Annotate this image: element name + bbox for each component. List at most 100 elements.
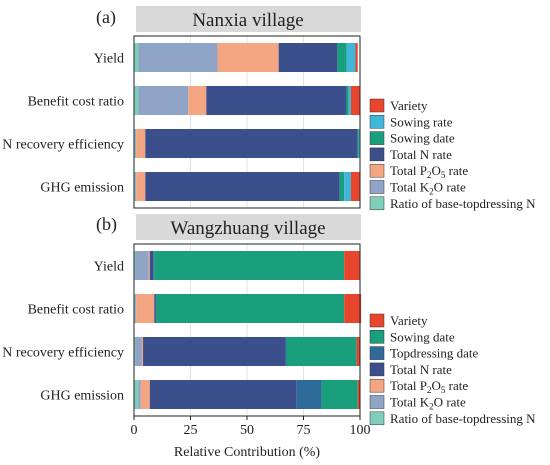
panel-a-bars <box>134 43 360 201</box>
bar-segment <box>135 251 149 280</box>
bar-segment <box>350 172 360 201</box>
bar-segment <box>134 294 136 323</box>
legend-label: Ratio of base-topdressing N <box>390 196 536 211</box>
category-label: Yield <box>94 52 124 67</box>
bar-segment <box>135 172 137 201</box>
legend-label: Total P2O5 rate <box>390 163 468 180</box>
legend-label: Variety <box>390 313 428 328</box>
panel-b-category-labels: Yield Benefit cost ratio N recovery effici… <box>2 260 124 404</box>
legend-label: Total K2O rate <box>390 180 466 197</box>
panel-a: (a) Nanxia village Yield Benefit cost rat… <box>2 6 536 211</box>
legend-label: Total P2O5 rate <box>390 378 468 395</box>
panel-a-label: (a) <box>96 7 116 28</box>
bar-segment <box>154 294 156 323</box>
x-tick-label: 75 <box>297 423 311 438</box>
bar-segment <box>355 43 358 72</box>
category-label: GHG emission <box>40 181 124 196</box>
category-label: Yield <box>94 260 124 275</box>
legend-swatch <box>369 395 385 409</box>
legend-label: Sowing rate <box>390 114 453 129</box>
bar-segment <box>358 129 360 158</box>
bar-segment <box>285 337 287 366</box>
bar-segment <box>136 294 155 323</box>
bar-segment <box>134 86 139 115</box>
panel-b-label: (b) <box>96 214 117 235</box>
bar-segment <box>339 172 345 201</box>
legend-label: Total K2O rate <box>390 395 466 412</box>
legend-label: Total N rate <box>390 362 452 377</box>
category-label: Benefit cost ratio <box>28 303 124 318</box>
bar-segment <box>138 43 218 72</box>
bar-segment <box>148 251 150 280</box>
x-tick-label: 50 <box>240 423 254 438</box>
legend-label: Ratio of base-topdressing N <box>390 411 536 426</box>
legend-swatch <box>369 378 385 393</box>
bar-segment <box>149 380 297 409</box>
legend-swatch <box>369 346 385 360</box>
bar-segment <box>296 380 322 409</box>
bar-segment <box>135 337 142 366</box>
legend-label: Topdressing date <box>390 346 478 361</box>
legend-swatch <box>369 98 385 113</box>
panel-b-title: Wangzhuang village <box>170 218 325 239</box>
bar-segment <box>134 172 136 201</box>
legend-swatch <box>369 180 385 194</box>
bar-segment <box>321 380 358 409</box>
bar-segment <box>143 337 286 366</box>
bar-segment <box>134 251 136 280</box>
bar-segment <box>286 337 357 366</box>
legend-swatch <box>369 196 385 211</box>
x-tick-label: 0 <box>131 423 138 438</box>
bar-segment <box>346 43 356 72</box>
bar-segment <box>344 172 351 201</box>
bar-segment <box>278 43 338 72</box>
bar-segment <box>348 86 351 115</box>
bar-segment <box>134 129 136 158</box>
bar-segment <box>134 380 139 409</box>
bar-segment <box>155 294 157 323</box>
legend-swatch <box>369 330 385 344</box>
bar-segment <box>217 43 279 72</box>
panel-b: (b) Wangzhuang village Yield Benefit cost… <box>2 214 536 426</box>
x-tick-label: 100 <box>350 423 371 438</box>
bar-segment <box>357 129 359 158</box>
legend-label: Total N rate <box>390 147 452 162</box>
bar-segment <box>135 129 137 158</box>
bar-segment <box>140 380 150 409</box>
x-tick-label: 25 <box>184 423 198 438</box>
bar-segment <box>141 337 144 366</box>
x-axis: 0 25 50 75 100 <box>131 416 371 438</box>
bar-segment <box>188 86 207 115</box>
legend-swatch <box>369 131 385 145</box>
category-label: GHG emission <box>40 389 124 404</box>
legend-swatch <box>369 362 385 377</box>
bar-segment <box>138 380 141 409</box>
bar-segment <box>337 43 347 72</box>
legend-swatch <box>369 411 385 426</box>
bar-segment <box>135 294 137 323</box>
bar-segment <box>145 129 358 158</box>
bar-segment <box>206 86 347 115</box>
legend-swatch <box>369 147 385 162</box>
bar-segment <box>356 337 360 366</box>
legend-swatch <box>369 313 385 328</box>
bar-segment <box>136 172 146 201</box>
panel-a-frame <box>133 35 361 209</box>
panel-b-bars <box>134 251 362 409</box>
category-label: Benefit cost ratio <box>28 95 124 110</box>
bar-segment <box>134 337 136 366</box>
panel-a-title-band <box>136 6 361 32</box>
category-label: N recovery efficiency <box>2 138 124 153</box>
bar-segment <box>145 172 340 201</box>
legend-swatch <box>369 115 385 129</box>
x-axis-title: Relative Contribution (%) <box>174 445 321 460</box>
bar-segment <box>344 294 362 323</box>
legend-label: Sowing date <box>390 329 455 344</box>
bar-segment <box>350 86 360 115</box>
bar-segment <box>153 251 155 280</box>
bar-segment <box>138 86 189 115</box>
category-label: N recovery efficiency <box>2 346 124 361</box>
